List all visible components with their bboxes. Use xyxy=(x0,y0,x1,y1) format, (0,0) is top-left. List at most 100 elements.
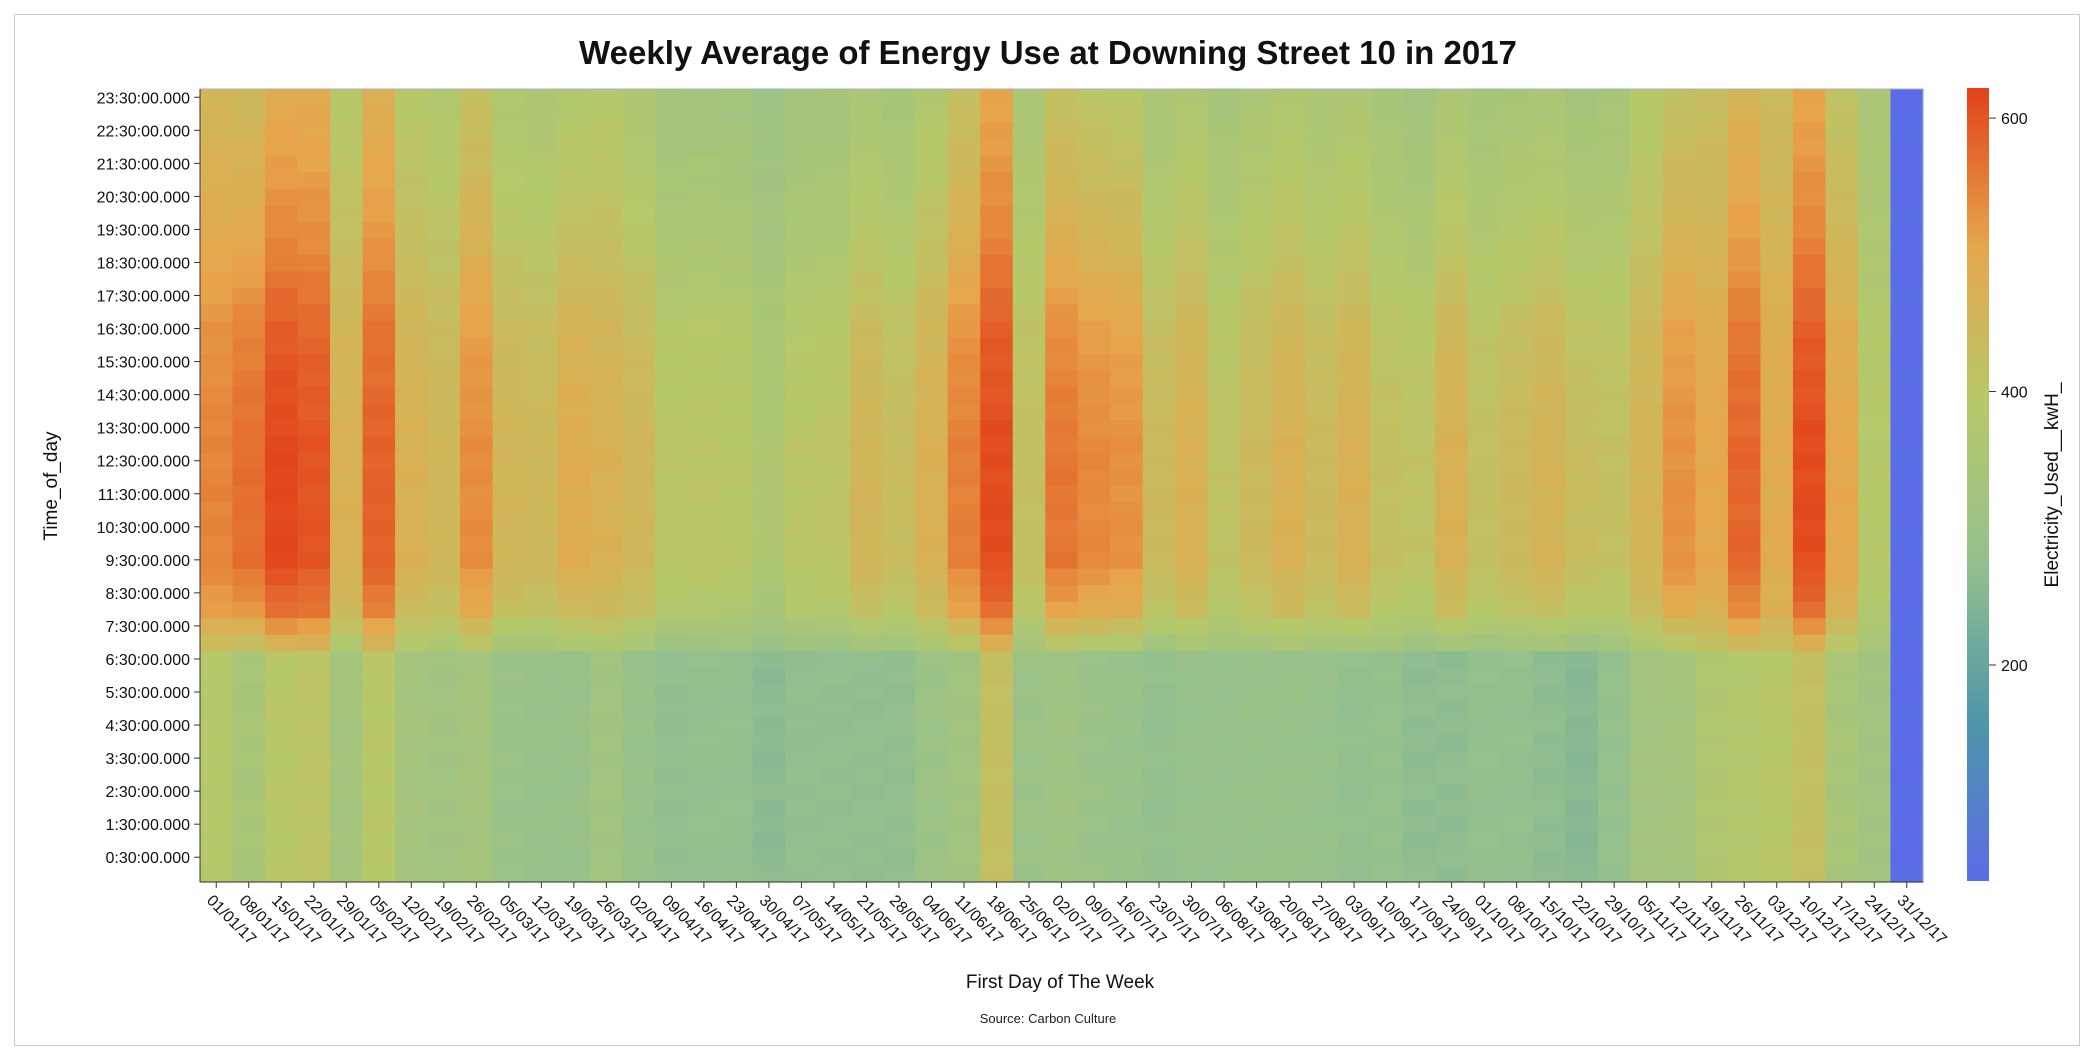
heatmap-cell xyxy=(1402,799,1436,817)
heatmap-cell xyxy=(1370,485,1404,503)
heatmap-cell xyxy=(297,667,331,685)
heatmap-cell xyxy=(1890,584,1924,602)
heatmap-cell xyxy=(362,353,396,371)
heatmap-cell xyxy=(850,551,884,569)
heatmap-cell xyxy=(1337,634,1371,652)
heatmap-cell xyxy=(460,188,494,206)
heatmap-cell xyxy=(1240,171,1274,189)
heatmap-cell xyxy=(557,320,591,338)
heatmap-cell xyxy=(1695,667,1729,685)
heatmap-cell xyxy=(590,105,624,123)
heatmap-cell xyxy=(492,386,526,404)
heatmap-cell xyxy=(265,832,299,850)
heatmap-cell xyxy=(1760,138,1794,156)
heatmap-cell xyxy=(1012,518,1046,536)
heatmap-cell xyxy=(655,848,689,867)
heatmap-cell xyxy=(1792,766,1827,784)
heatmap-cell xyxy=(200,848,234,867)
heatmap-cell xyxy=(1305,171,1339,189)
heatmap-cell xyxy=(1110,634,1144,652)
heatmap-cell xyxy=(655,766,689,784)
heatmap-cell xyxy=(1012,105,1046,123)
heatmap-cell xyxy=(817,617,851,635)
heatmap-cell xyxy=(395,815,429,834)
heatmap-cell xyxy=(1792,138,1827,156)
heatmap-cell xyxy=(1727,402,1762,421)
heatmap-cell xyxy=(297,353,331,371)
heatmap-cell xyxy=(557,848,591,867)
heatmap-cell xyxy=(947,568,981,586)
heatmap-cell xyxy=(1825,799,1859,817)
heatmap-cell xyxy=(525,799,559,817)
source-note: Source: Carbon Culture xyxy=(979,1011,1117,1026)
heatmap-cell xyxy=(1012,502,1046,520)
heatmap-cell xyxy=(200,320,234,338)
heatmap-cell xyxy=(752,204,786,222)
heatmap-cell xyxy=(1532,700,1566,718)
heatmap-cell xyxy=(1045,832,1079,850)
heatmap-cell xyxy=(1630,353,1664,371)
heatmap-cell xyxy=(687,402,721,421)
heatmap-cell xyxy=(1662,766,1697,784)
heatmap-cell xyxy=(622,716,656,734)
heatmap-cell xyxy=(1337,535,1371,553)
heatmap-cell xyxy=(1890,303,1924,321)
heatmap-cell xyxy=(200,122,234,140)
heatmap-cell xyxy=(1045,683,1079,701)
heatmap-cell xyxy=(200,568,234,586)
heatmap-cell xyxy=(362,287,396,305)
heatmap-cell xyxy=(1110,650,1144,668)
heatmap-cell xyxy=(1402,848,1436,867)
y-tick-label: 23:30:00.000 xyxy=(97,90,191,107)
heatmap-cell xyxy=(395,122,429,140)
heatmap-cell xyxy=(1175,634,1209,652)
heatmap-cell xyxy=(1142,634,1176,652)
heatmap-cell xyxy=(1370,799,1404,817)
heatmap-cell xyxy=(460,667,494,685)
heatmap-cell xyxy=(1142,799,1176,817)
heatmap-cell xyxy=(622,122,656,140)
heatmap-cell xyxy=(1305,485,1339,503)
heatmap-cell xyxy=(980,518,1014,536)
heatmap-cell xyxy=(557,303,591,321)
heatmap-cell xyxy=(200,518,234,536)
heatmap-cell xyxy=(980,419,1014,437)
heatmap-cell xyxy=(590,303,624,321)
heatmap-cell xyxy=(850,749,884,767)
heatmap-cell xyxy=(1695,468,1729,487)
heatmap-cell xyxy=(1500,204,1534,222)
heatmap-cell xyxy=(265,683,299,701)
heatmap-cell xyxy=(785,353,819,371)
heatmap-cell xyxy=(200,221,234,239)
heatmap-cell xyxy=(1565,832,1599,850)
heatmap-cell xyxy=(427,105,461,123)
heatmap-cell xyxy=(1500,155,1534,173)
heatmap-cell xyxy=(1532,386,1566,404)
heatmap-cell xyxy=(492,865,526,883)
heatmap-cell xyxy=(1305,419,1339,437)
heatmap-cell xyxy=(362,254,396,272)
heatmap-cell xyxy=(817,155,851,173)
heatmap-cell xyxy=(1240,452,1274,470)
heatmap-cell xyxy=(1110,716,1144,734)
heatmap-cell xyxy=(557,402,591,421)
heatmap-cell xyxy=(915,799,949,817)
heatmap-cell xyxy=(525,650,559,668)
heatmap-cell xyxy=(752,122,786,140)
heatmap-cell xyxy=(720,568,754,586)
heatmap-cell xyxy=(1890,171,1924,189)
heatmap-cell xyxy=(720,254,754,272)
heatmap-cell xyxy=(330,485,364,503)
heatmap-cell xyxy=(1597,419,1632,437)
heatmap-cell xyxy=(915,667,949,685)
heatmap-cell xyxy=(1500,766,1534,784)
heatmap-cell xyxy=(850,683,884,701)
heatmap-cell xyxy=(785,700,819,718)
heatmap-cell xyxy=(1240,601,1274,619)
heatmap-cell xyxy=(1825,617,1859,635)
heatmap-cell xyxy=(882,865,916,883)
heatmap-cell xyxy=(1045,650,1079,668)
heatmap-cell xyxy=(590,601,624,619)
heatmap-cell xyxy=(817,221,851,239)
heatmap-cell xyxy=(1142,155,1176,173)
